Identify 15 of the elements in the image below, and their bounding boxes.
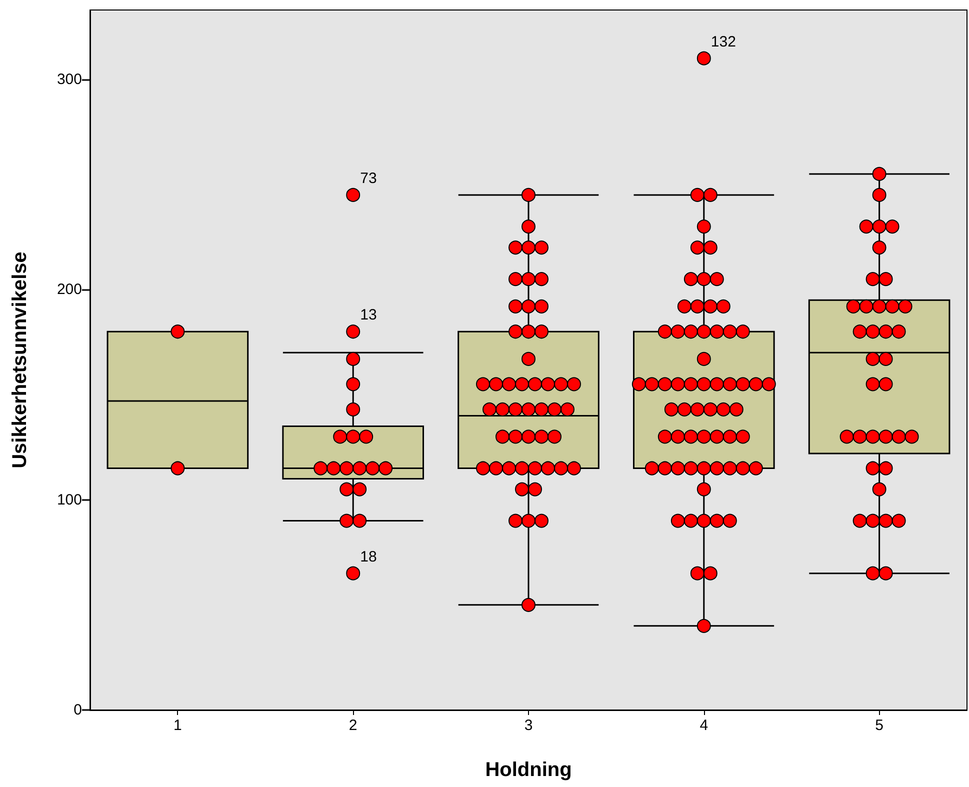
x-tick-label: 3 [524, 717, 533, 734]
annotation: 73 [360, 170, 377, 187]
x-tick-label: 1 [174, 717, 182, 734]
x-axis-title: Holdning [485, 759, 572, 781]
y-tick-label: 200 [56, 281, 82, 298]
y-tick-label: 100 [56, 491, 82, 508]
annotation: 13 [360, 306, 377, 324]
annotation: 18 [360, 548, 377, 566]
y-tick-label: 0 [74, 702, 82, 718]
x-tick-label: 4 [700, 717, 708, 734]
x-tick-label: 5 [875, 717, 884, 734]
x-tick-label: 2 [348, 717, 358, 734]
y-axis-title: Usikkerhetsunnvikelse [9, 252, 31, 468]
annotation: 132 [710, 33, 736, 50]
y-tick-label: 300 [56, 70, 82, 88]
